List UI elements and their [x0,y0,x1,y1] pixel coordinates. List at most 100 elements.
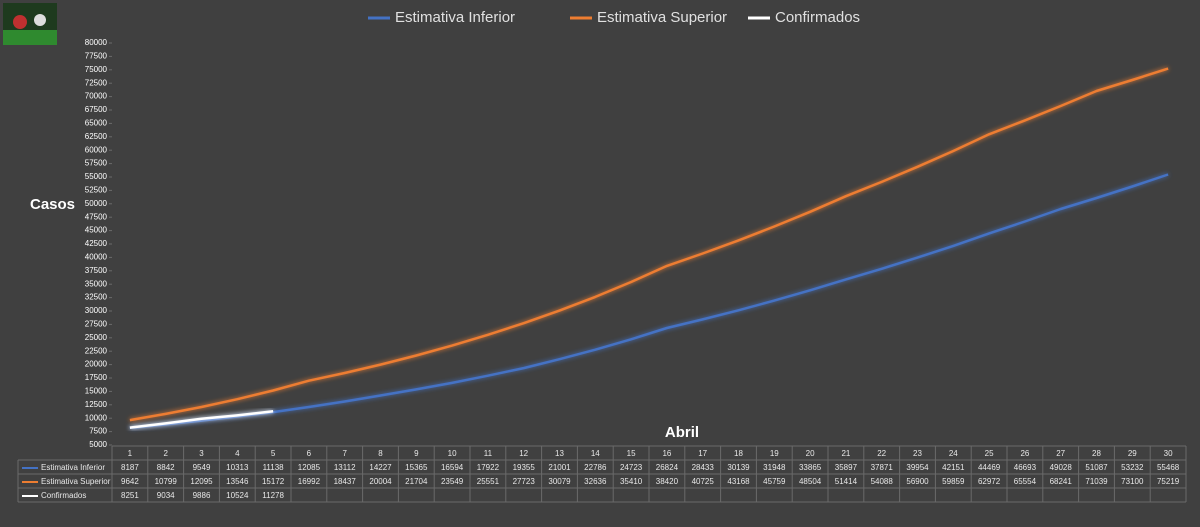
x-tick-label: 16 [662,449,671,458]
x-tick-label: 14 [591,449,600,458]
x-tick-label: 8 [378,449,383,458]
x-tick-label: 13 [555,449,564,458]
table-cell: 15172 [262,477,285,486]
table-row-label: Estimativa Superior [41,477,111,486]
logo [3,3,57,45]
x-tick-label: 21 [841,449,850,458]
y-tick-label: 17500 [85,373,108,382]
table-cell: 56900 [906,477,929,486]
x-tick-label: 29 [1128,449,1137,458]
y-tick-label: 57500 [85,159,108,168]
y-tick-label: 67500 [85,105,108,114]
table-cell: 12085 [298,463,321,472]
y-tick-label: 70000 [85,92,108,101]
y-tick-label: 30000 [85,306,108,315]
table-cell: 8251 [121,491,139,500]
table-cell: 23549 [441,477,464,486]
y-tick-label: 55000 [85,172,108,181]
table-cell: 42151 [942,463,965,472]
table-cell: 15365 [405,463,428,472]
table-cell: 30139 [727,463,750,472]
x-tick-label: 18 [734,449,743,458]
x-tick-label: 6 [307,449,312,458]
table-cell: 26824 [656,463,679,472]
table-cell: 19355 [513,463,536,472]
x-tick-label: 24 [949,449,958,458]
table-cell: 40725 [692,477,715,486]
x-tick-label: 3 [199,449,204,458]
y-tick-label: 65000 [85,119,108,128]
y-tick-label: 10000 [85,413,108,422]
y-tick-label: 40000 [85,253,108,262]
table-cell: 48504 [799,477,822,486]
y-tick-label: 5000 [89,440,107,449]
y-tick-label: 50000 [85,199,108,208]
y-tick-label: 45000 [85,226,108,235]
y-tick-label: 32500 [85,293,108,302]
table-cell: 21704 [405,477,428,486]
table-cell: 13112 [334,463,356,472]
x-tick-label: 27 [1056,449,1065,458]
table-cell: 75219 [1157,477,1180,486]
legend-label: Estimativa Superior [597,9,727,26]
x-tick-label: 26 [1020,449,1029,458]
y-tick-label: 72500 [85,78,108,87]
x-tick-label: 12 [519,449,528,458]
table-cell: 9642 [121,477,139,486]
series-line [129,173,1169,430]
table-row-label: Confirmados [41,491,86,500]
legend-label: Estimativa Inferior [395,9,515,26]
y-tick-label: 42500 [85,239,108,248]
table-cell: 59859 [942,477,965,486]
legend-label: Confirmados [775,9,860,26]
y-tick-label: 35000 [85,279,108,288]
table-cell: 38420 [656,477,679,486]
y-tick-label: 22500 [85,346,108,355]
table-cell: 43168 [727,477,750,486]
x-tick-label: 4 [235,449,240,458]
table-cell: 24723 [620,463,643,472]
table-cell: 33865 [799,463,822,472]
table-cell: 39954 [906,463,929,472]
x-tick-label: 22 [877,449,886,458]
table-cell: 32636 [584,477,607,486]
table-cell: 55468 [1157,463,1180,472]
y-tick-label: 27500 [85,320,108,329]
x-tick-label: 10 [448,449,457,458]
x-tick-label: 25 [985,449,994,458]
table-cell: 12095 [190,477,213,486]
y-tick-label: 25000 [85,333,108,342]
table-cell: 17922 [477,463,500,472]
x-tick-label: 20 [806,449,815,458]
x-tick-label: 1 [128,449,133,458]
y-tick-label: 62500 [85,132,108,141]
table-cell: 22786 [584,463,607,472]
table-cell: 8842 [157,463,175,472]
table-cell: 68241 [1050,477,1073,486]
y-tick-label: 80000 [85,38,108,47]
table-cell: 49028 [1050,463,1073,472]
x-tick-label: 19 [770,449,779,458]
table-cell: 51087 [1085,463,1108,472]
y-tick-label: 12500 [85,400,108,409]
x-tick-label: 5 [271,449,276,458]
x-tick-label: 7 [342,449,347,458]
y-tick-label: 37500 [85,266,108,275]
x-tick-label: 2 [163,449,168,458]
table-cell: 11278 [262,491,284,500]
x-tick-label: 11 [484,449,493,458]
y-tick-label: 20000 [85,360,108,369]
y-axis-label: Casos [30,196,75,213]
table-cell: 16992 [298,477,321,486]
table-cell: 21001 [548,463,571,472]
table-cell: 10799 [155,477,178,486]
table-cell: 9886 [193,491,211,500]
table-cell: 45759 [763,477,786,486]
table-cell: 27723 [513,477,536,486]
x-tick-label: 17 [698,449,707,458]
table-cell: 65554 [1014,477,1037,486]
series-line [129,410,274,429]
table-cell: 46693 [1014,463,1037,472]
series-line [129,67,1169,422]
